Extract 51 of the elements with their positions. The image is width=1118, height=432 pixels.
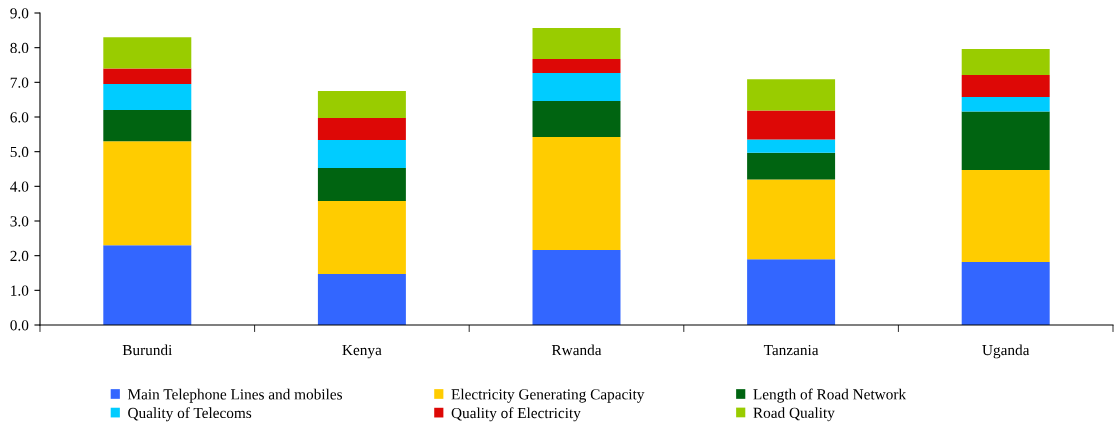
y-tick-label: 1.0 <box>11 285 29 296</box>
legend-label: Length of Road Network <box>753 388 907 403</box>
bar <box>961 170 1050 262</box>
x-tick-label: Rwanda <box>551 344 602 356</box>
legend-label: Road Quality <box>753 407 835 422</box>
x-tick-label: Burundi <box>122 344 173 356</box>
y-tick-label: 4.0 <box>10 181 29 192</box>
y-tick-label: 6.0 <box>10 112 29 123</box>
bar <box>532 137 621 251</box>
y-tick-label: 2.0 <box>10 250 29 262</box>
bar <box>103 245 192 325</box>
bar <box>103 84 192 111</box>
bar <box>532 101 621 138</box>
bar <box>317 91 406 119</box>
legend-label: Electricity Generating Capacity <box>451 388 645 403</box>
bar <box>317 118 406 140</box>
legend-label: Quality of Electricity <box>451 407 581 422</box>
y-tick-label: 0.0 <box>10 320 29 331</box>
bar <box>317 167 406 201</box>
bar <box>961 261 1050 325</box>
y-tick-label: 9.0 <box>10 8 29 19</box>
x-tick-label: Uganda <box>982 344 1030 359</box>
bar <box>747 110 836 140</box>
bar <box>747 152 836 180</box>
legend-label: Quality of Telecoms <box>128 407 252 422</box>
bar <box>747 259 836 325</box>
bar <box>532 72 621 102</box>
bar <box>961 75 1050 97</box>
x-tick-label: Tanzania <box>763 344 819 356</box>
y-tick-label: 3.0 <box>10 216 29 227</box>
bar <box>961 49 1050 76</box>
bar <box>532 250 621 325</box>
y-tick-label: 7.0 <box>10 77 29 88</box>
bar <box>317 274 406 325</box>
bar <box>317 200 406 275</box>
legend-label: Main Telephone Lines and mobiles <box>127 388 342 403</box>
bar <box>532 27 621 60</box>
bar <box>532 59 621 73</box>
bar <box>747 139 836 153</box>
bar <box>961 111 1050 171</box>
bar <box>747 79 836 111</box>
bar <box>103 110 192 142</box>
bar <box>103 68 192 85</box>
bar <box>961 96 1050 112</box>
bar <box>747 179 836 260</box>
bar <box>103 141 192 246</box>
bar <box>103 37 192 69</box>
bar <box>317 139 406 168</box>
y-tick-label: 8.0 <box>10 42 29 54</box>
y-tick-label: 5.0 <box>10 146 29 158</box>
x-tick-label: Kenya <box>342 345 382 359</box>
